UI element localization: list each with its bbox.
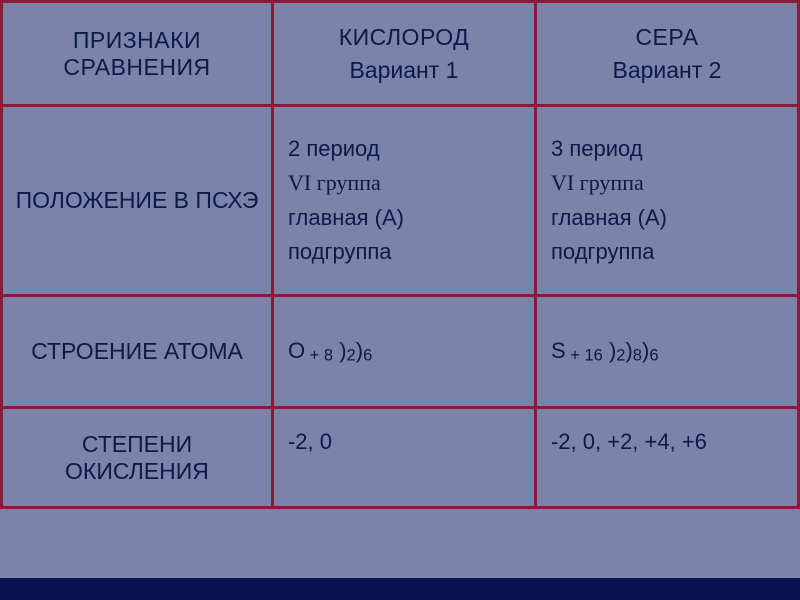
row0-label: ПОЛОЖЕНИЕ В ПСХЭ	[2, 106, 273, 296]
row0-c2: 3 период VI группа главная (А) подгруппа	[535, 106, 798, 296]
header-c0-l1: ПРИЗНАКИ	[11, 27, 263, 54]
header-c1-l2: Вариант 1	[282, 57, 526, 84]
row1-c2: S + 16 )2)8)6	[535, 296, 798, 408]
row1-c2-plus: +	[566, 346, 585, 364]
table-row-structure: СТРОЕНИЕ АТОМА O + 8 )2)6 S + 16 )2)8)6	[2, 296, 799, 408]
row1-c1-s1: 6	[363, 346, 372, 364]
row0-c2-main: главная (А)	[551, 201, 783, 235]
row2-label: СТЕПЕНИ ОКИСЛЕНИЯ	[2, 408, 273, 508]
row1-label: СТРОЕНИЕ АТОМА	[2, 296, 273, 408]
header-col-0: ПРИЗНАКИ СРАВНЕНИЯ	[2, 2, 273, 106]
row1-c2-s1: 8	[633, 346, 642, 364]
row1-c1: O + 8 )2)6	[272, 296, 535, 408]
header-c1-l1: КИСЛОРОД	[282, 24, 526, 51]
row0-c1: 2 период VI группа главная (А) подгруппа	[272, 106, 535, 296]
row2-c2: -2, 0, +2, +4, +6	[535, 408, 798, 508]
header-c0-l2: СРАВНЕНИЯ	[11, 54, 263, 81]
row0-c2-group: VI группа	[551, 166, 783, 200]
row1-c2-s2: 6	[649, 346, 658, 364]
row0-c1-main: главная (А)	[288, 201, 520, 235]
row1-c1-n: 8	[324, 346, 333, 364]
row1-c1-s0: 2	[347, 346, 356, 364]
row0-c1-group: VI группа	[288, 166, 520, 200]
row1-c1-plus: +	[305, 346, 324, 364]
row0-c1-period: 2 период	[288, 132, 520, 166]
row2-c1: -2, 0	[272, 408, 535, 508]
footer-bar	[0, 578, 800, 600]
table-row-oxidation: СТЕПЕНИ ОКИСЛЕНИЯ -2, 0 -2, 0, +2, +4, +…	[2, 408, 799, 508]
header-c2-l1: СЕРА	[545, 24, 789, 51]
row0-c2-period: 3 период	[551, 132, 783, 166]
table-header-row: ПРИЗНАКИ СРАВНЕНИЯ КИСЛОРОД Вариант 1 СЕ…	[2, 2, 799, 106]
comparison-table: ПРИЗНАКИ СРАВНЕНИЯ КИСЛОРОД Вариант 1 СЕ…	[0, 0, 800, 509]
row0-c2-sub: подгруппа	[551, 235, 783, 269]
row1-c1-sym: O	[288, 338, 305, 363]
background-spacer	[0, 509, 800, 578]
header-col-2: СЕРА Вариант 2	[535, 2, 798, 106]
row1-c2-n: 16	[584, 346, 602, 364]
header-col-1: КИСЛОРОД Вариант 1	[272, 2, 535, 106]
row1-c2-sym: S	[551, 338, 566, 363]
table-row-position: ПОЛОЖЕНИЕ В ПСХЭ 2 период VI группа глав…	[2, 106, 799, 296]
row0-c1-sub: подгруппа	[288, 235, 520, 269]
header-c2-l2: Вариант 2	[545, 57, 789, 84]
